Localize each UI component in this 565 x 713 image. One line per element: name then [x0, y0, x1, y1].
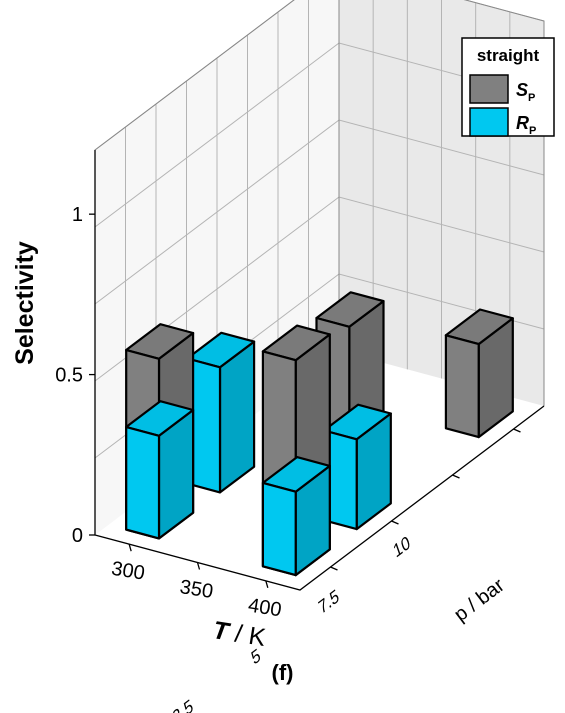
panel-label: (f) — [271, 660, 294, 685]
legend-entry-label: SP — [516, 80, 535, 104]
y-tick-label: 0 — [72, 525, 83, 547]
depth-tick-label: 7.5 — [316, 585, 342, 619]
depth-tick — [513, 428, 521, 433]
x-tick-label: 350 — [178, 576, 214, 603]
x-tick-label: 400 — [247, 594, 283, 621]
x-tick-label: 300 — [110, 558, 146, 585]
x-tick — [265, 580, 269, 589]
legend-title: straight — [477, 46, 540, 65]
bar-r-p — [186, 331, 256, 494]
depth-tick — [330, 566, 338, 571]
bar-front-face — [125, 425, 161, 540]
bar-front-face — [444, 334, 480, 439]
depth-tick — [391, 520, 399, 525]
legend-swatch — [469, 107, 509, 137]
depth-axis-label: p / bar — [450, 574, 509, 626]
y-tick-label: 1 — [72, 204, 83, 226]
y-tick-label: 0.5 — [55, 365, 83, 387]
bar-front-face — [261, 481, 297, 577]
legend-swatch — [469, 74, 509, 104]
x-tick — [196, 562, 201, 570]
depth-tick-label: 2.5 — [170, 695, 196, 713]
x-axis-label: T / K — [211, 616, 268, 652]
x-tick — [128, 543, 132, 552]
bar-r-p — [322, 403, 392, 531]
bar-s-p — [444, 308, 514, 439]
legend-entry-label: RP — [516, 113, 536, 137]
bar-r-p — [261, 456, 331, 577]
y-axis-label: Selectivity — [11, 241, 39, 365]
bar-r-p — [125, 400, 195, 540]
depth-tick — [452, 474, 460, 479]
depth-tick-label: 10 — [391, 531, 413, 562]
